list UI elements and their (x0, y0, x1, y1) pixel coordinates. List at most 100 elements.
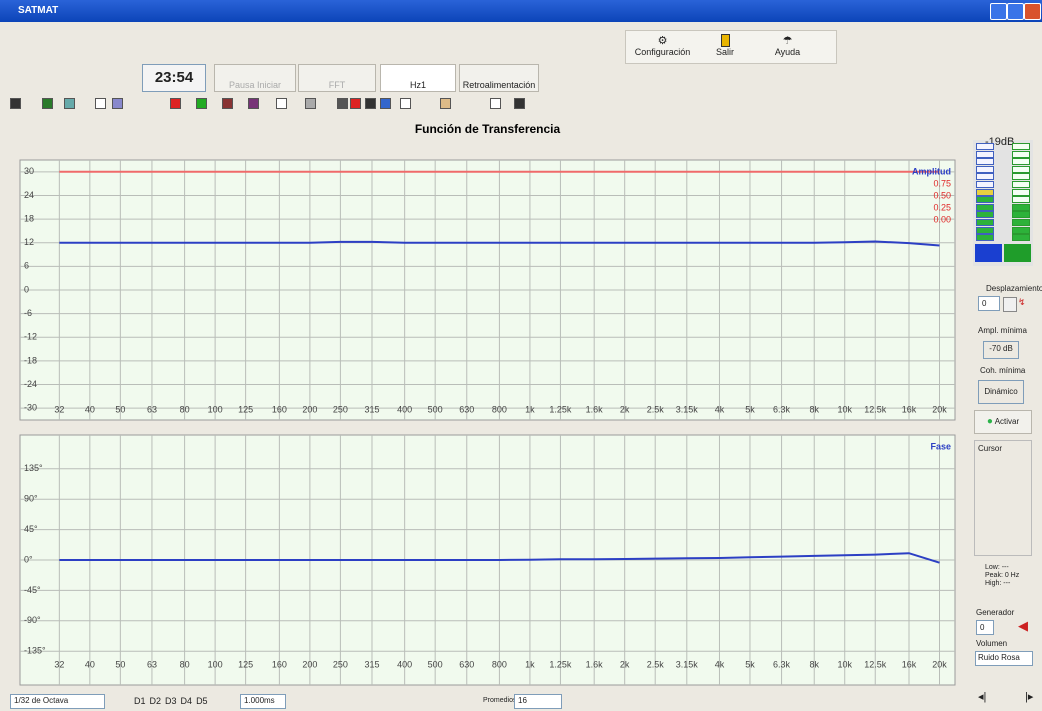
x-tick-label: 40 (85, 659, 95, 669)
toolbar-icon[interactable] (222, 98, 233, 109)
toolbar-icon[interactable] (365, 98, 376, 109)
window-title: SATMAT (18, 5, 59, 16)
offset-label: Desplazamiento (986, 284, 1042, 293)
data-line (59, 552, 940, 564)
x-tick-label: 1k (525, 404, 535, 414)
volume-label: Volumen (976, 639, 1008, 648)
meter-segment (976, 226, 994, 234)
nav-left[interactable]: ◂| (978, 691, 987, 703)
x-tick-label: 4k (715, 404, 725, 414)
y-tick-label: 18 (24, 213, 34, 223)
channel-button[interactable]: D1 (134, 696, 146, 706)
top-toolbar (625, 30, 837, 64)
resolution-select[interactable]: 1/32 de Octava (10, 694, 105, 709)
exit-button[interactable]: Salir (705, 34, 745, 57)
toolbar-icon[interactable] (350, 98, 361, 109)
meter-segment (976, 211, 994, 219)
hz1-button[interactable]: Hz1 (380, 64, 456, 92)
meter-segment (976, 219, 994, 226)
channel-button[interactable]: D4 (180, 696, 193, 706)
toolbar-icon[interactable] (440, 98, 451, 109)
noise-select[interactable]: Ruido Rosa (975, 651, 1033, 666)
close-button[interactable] (1024, 3, 1041, 20)
x-tick-label: 6.3k (773, 659, 791, 669)
meter-segment (1012, 211, 1030, 219)
toolbar-icon[interactable] (196, 98, 207, 109)
x-tick-label: 2.5k (647, 659, 665, 669)
channel-button[interactable]: D2 (149, 696, 162, 706)
x-tick-label: 630 (459, 659, 474, 669)
toolbar-icon[interactable] (248, 98, 259, 109)
x-tick-label: 5k (745, 404, 755, 414)
y-tick-label: -135° (24, 646, 46, 656)
pause-button[interactable]: Pausa Iniciar (214, 64, 296, 92)
averages-field[interactable]: 16 (514, 694, 562, 709)
y-tick-label: -30 (24, 403, 37, 413)
y-tick-label: 12 (24, 237, 34, 247)
y-tick-label: -45° (24, 585, 41, 595)
button-label: Ayuda (774, 47, 801, 57)
minimize-button[interactable] (990, 3, 1007, 20)
chart-label: Amplitud (912, 166, 951, 176)
x-tick-label: 2k (620, 659, 630, 669)
toolbar-icon[interactable] (95, 98, 106, 109)
channel-button[interactable]: D3 (165, 696, 177, 706)
title-bar: SATMAT (0, 0, 1042, 22)
toolbar-icon[interactable] (380, 98, 391, 109)
x-tick-label: 315 (364, 404, 379, 414)
x-tick-label: 20k (932, 659, 947, 669)
x-tick-label: 16k (902, 404, 917, 414)
x-tick-label: 80 (180, 659, 190, 669)
x-tick-label: 5k (745, 659, 755, 669)
fft-button[interactable]: FFT (298, 64, 376, 92)
min-coh-value: Dinámico (978, 380, 1024, 404)
coherence-label: 0.00 (933, 214, 951, 224)
x-tick-label: 20k (932, 404, 947, 414)
activate-button[interactable]: ● Activar (974, 410, 1032, 434)
x-tick-label: 800 (492, 404, 507, 414)
generator-spinner[interactable]: 0 (976, 620, 994, 635)
x-tick-label: 630 (459, 404, 474, 414)
toolbar-icon[interactable] (305, 98, 316, 109)
meter-segment (976, 150, 994, 158)
button-label: Activar (994, 417, 1020, 426)
spinner-arrows[interactable] (1003, 297, 1017, 312)
x-tick-label: 10k (837, 659, 852, 669)
meter-segment (976, 196, 994, 204)
toolbar-icon[interactable] (42, 98, 53, 109)
config-button[interactable]: ⚙ Configuración (634, 35, 691, 57)
min-amp-value: -70 dB (983, 341, 1019, 359)
averages-label: Promedios (483, 697, 517, 704)
toolbar-icon[interactable] (170, 98, 181, 109)
speaker-icon[interactable]: ◀ (1018, 618, 1028, 633)
x-tick-label: 800 (492, 659, 507, 669)
x-tick-label: 63 (147, 659, 157, 669)
nav-right[interactable]: |▸ (1025, 691, 1034, 703)
toolbar-icon[interactable] (10, 98, 21, 109)
toolbar-icon[interactable] (276, 98, 287, 109)
x-tick-label: 32 (54, 659, 64, 669)
feedback-button[interactable]: Retroalimentación (459, 64, 539, 92)
offset-spinner[interactable]: 0 (978, 296, 1000, 311)
maximize-button[interactable] (1007, 3, 1024, 20)
x-tick-label: 500 (428, 659, 443, 669)
toolbar-icon[interactable] (112, 98, 123, 109)
x-tick-label: 8k (809, 404, 819, 414)
help-button[interactable]: ☂ Ayuda (774, 35, 801, 57)
toolbar-icon[interactable] (64, 98, 75, 109)
offset-icon[interactable]: ↯ (1018, 297, 1026, 307)
toolbar-icon[interactable] (514, 98, 525, 109)
y-tick-label: 6 (24, 261, 29, 271)
x-tick-label: 63 (147, 404, 157, 414)
toolbar-icon[interactable] (400, 98, 411, 109)
toolbar-icon[interactable] (490, 98, 501, 109)
toolbar-icon[interactable] (337, 98, 348, 109)
meter-block (975, 244, 1002, 262)
y-tick-label: 24 (24, 190, 34, 200)
delay-field[interactable]: 1.000ms (240, 694, 286, 709)
x-tick-label: 3.15k (676, 659, 699, 669)
channel-button[interactable]: D5 (196, 696, 208, 706)
y-tick-label: 0 (24, 284, 29, 294)
